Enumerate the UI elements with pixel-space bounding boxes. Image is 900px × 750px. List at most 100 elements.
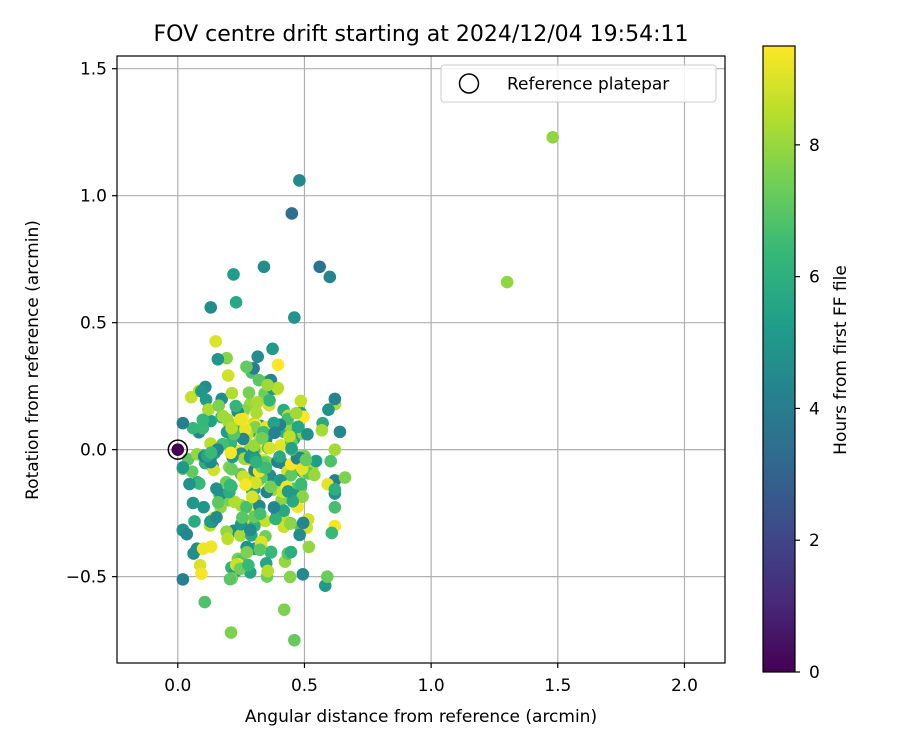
data-point (269, 512, 282, 526)
data-point (255, 431, 269, 445)
data-point (277, 504, 291, 518)
data-point (299, 453, 313, 467)
x-tick-label: 1.0 (418, 676, 445, 696)
data-point (204, 446, 218, 459)
plot-frame (116, 55, 726, 664)
data-point (286, 494, 300, 508)
data-point (211, 496, 225, 509)
data-point (283, 570, 297, 584)
data-point (288, 311, 301, 324)
x-axis-ticks: 0.0 0.5 1.0 1.5 2.0 (164, 663, 698, 696)
data-point (546, 130, 560, 144)
y-tick-label: −0.5 (66, 568, 107, 588)
data-point (328, 443, 342, 456)
data-point (284, 545, 298, 559)
data-point (186, 496, 200, 510)
data-point (176, 416, 190, 430)
data-point (225, 421, 238, 435)
legend-label: Reference platepar (507, 75, 669, 95)
data-point (308, 468, 321, 482)
data-point (183, 477, 196, 491)
data-point (288, 633, 301, 647)
data-point (253, 543, 267, 557)
colorbar-tick-label: 8 (809, 136, 820, 156)
reference-ring (167, 439, 189, 460)
data-point (239, 478, 252, 492)
data-point (291, 420, 305, 434)
data-point (322, 403, 335, 417)
data-point (229, 296, 243, 309)
data-point (293, 528, 306, 542)
data-point (263, 441, 276, 455)
y-tick-label: 0.5 (80, 314, 107, 334)
data-point (242, 386, 256, 399)
data-point (259, 461, 273, 475)
plot-background (117, 56, 725, 663)
data-point (294, 477, 308, 491)
y-tick-label: 1.0 (80, 187, 107, 207)
data-point (244, 523, 257, 537)
data-point (263, 393, 276, 407)
legend: Reference platepar (440, 64, 717, 103)
data-point (328, 392, 342, 406)
data-point (216, 409, 230, 423)
data-point (242, 558, 255, 572)
y-tick-label: 1.5 (80, 60, 107, 80)
data-point (239, 423, 252, 436)
data-point (338, 471, 352, 484)
data-point (211, 352, 225, 366)
data-point (210, 482, 223, 496)
data-point (296, 490, 309, 504)
data-point (271, 358, 285, 372)
data-point (309, 454, 323, 468)
data-point (289, 406, 303, 420)
data-point (228, 495, 241, 509)
data-point (209, 334, 223, 348)
data-point (229, 399, 243, 413)
data-points (176, 130, 560, 647)
colorbar-gradient (763, 46, 795, 672)
data-point (188, 515, 201, 528)
data-point (234, 529, 247, 542)
data-point (274, 438, 288, 452)
colorbar-tick-label: 2 (809, 531, 820, 551)
data-point (250, 406, 263, 420)
data-point (176, 461, 190, 474)
data-point (225, 462, 238, 476)
data-point (302, 540, 316, 554)
data-point (224, 446, 238, 460)
data-point (266, 342, 279, 356)
data-point (296, 516, 310, 530)
plot-area: 0.0 0.5 1.0 1.5 2.0 −0.5 0.0 0.5 1.0 1.5 (66, 55, 726, 696)
legend-box (440, 64, 717, 103)
data-point (180, 527, 194, 541)
data-point (320, 570, 334, 583)
data-point (187, 547, 200, 560)
x-tick-label: 0.5 (291, 676, 318, 696)
colorbar: 0 2 4 6 8 Hours from first FF file (762, 45, 851, 683)
data-point (283, 517, 297, 530)
data-point (500, 275, 514, 289)
data-point (249, 476, 262, 490)
data-point (257, 260, 271, 274)
colorbar-tick-label: 4 (809, 399, 820, 419)
data-point (199, 393, 213, 407)
data-point (196, 413, 210, 427)
data-point (294, 394, 308, 408)
data-point (224, 626, 238, 639)
data-point (197, 500, 210, 514)
data-point (195, 567, 208, 580)
reference-point (171, 443, 185, 456)
data-point (186, 421, 200, 435)
data-point (328, 483, 342, 496)
data-point (284, 468, 298, 482)
data-point (202, 403, 215, 416)
data-point (223, 478, 237, 492)
data-point (285, 207, 299, 220)
data-point (324, 454, 337, 468)
data-point (210, 510, 223, 524)
data-point (204, 301, 218, 314)
data-point (333, 425, 347, 439)
data-point (221, 369, 235, 382)
